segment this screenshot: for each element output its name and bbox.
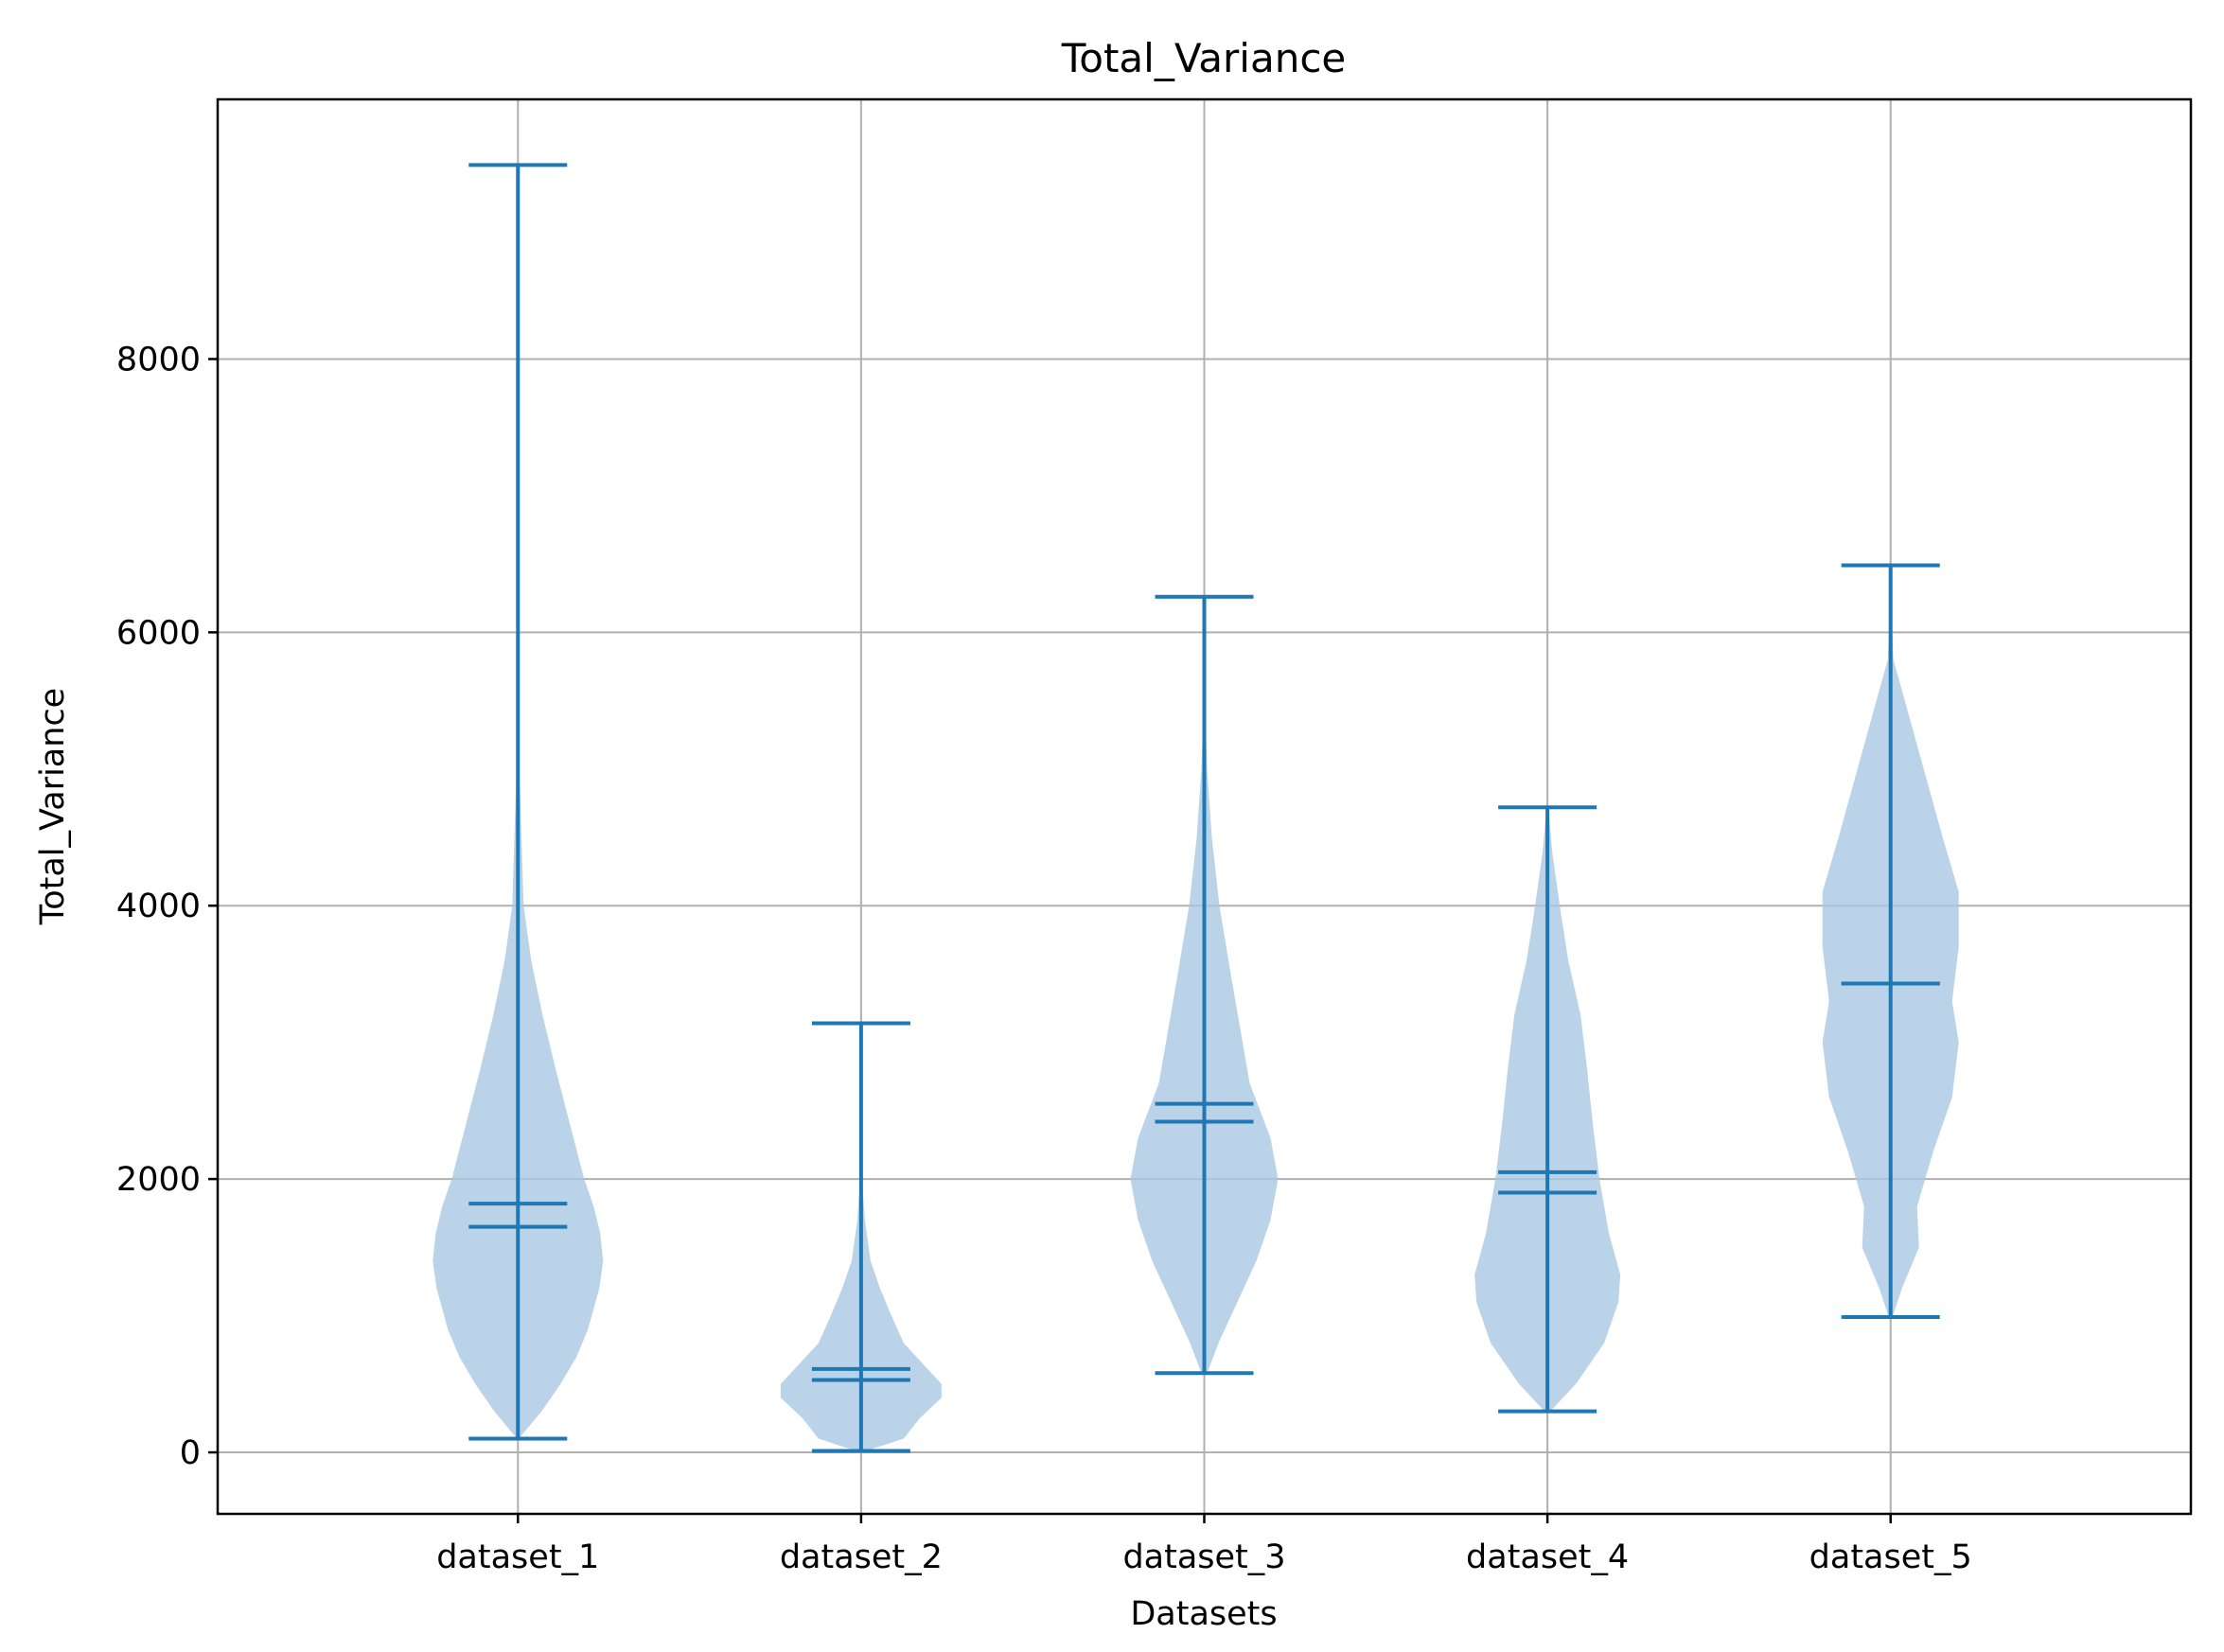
- x-tick-label: dataset_4: [1466, 1538, 1629, 1576]
- x-tick-label: dataset_2: [780, 1538, 943, 1576]
- violin-dataset_1: [432, 163, 604, 1441]
- x-tick-label: dataset_5: [1809, 1538, 1972, 1576]
- y-tick-label: 0: [180, 1434, 201, 1472]
- y-tick-label: 2000: [116, 1161, 201, 1199]
- axis-ticks: 0 2000 4000 6000 8000 dataset_1 dataset_2 datas…: [116, 341, 1972, 1576]
- violin-dataset_3: [1130, 594, 1279, 1376]
- y-tick-label: 6000: [116, 614, 201, 652]
- y-tick-label: 4000: [116, 888, 201, 925]
- violin-dataset_5: [1822, 563, 1959, 1319]
- x-tick-label: dataset_3: [1122, 1538, 1285, 1576]
- y-axis-label: Total_Variance: [34, 688, 72, 925]
- chart-title: Total_Variance: [1061, 35, 1347, 81]
- violins: [432, 163, 1959, 1453]
- y-tick-label: 8000: [116, 341, 201, 378]
- x-tick-label: dataset_1: [436, 1538, 599, 1576]
- violin-dataset_4: [1474, 805, 1621, 1414]
- violin-dataset_2: [780, 1021, 942, 1453]
- x-axis-label: Datasets: [1130, 1595, 1277, 1633]
